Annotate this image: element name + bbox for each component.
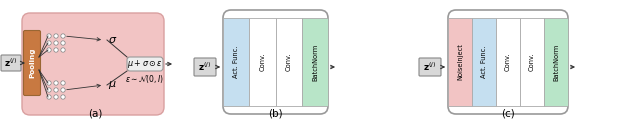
Circle shape [47,34,51,38]
Circle shape [54,88,58,92]
Text: BatchNorm: BatchNorm [553,43,559,81]
Circle shape [61,81,65,85]
Bar [544,18,568,106]
Circle shape [61,34,65,38]
FancyBboxPatch shape [24,30,40,96]
Text: Conv.: Conv. [285,53,292,71]
Bar [448,18,472,106]
FancyBboxPatch shape [419,58,441,76]
Text: Conv.: Conv. [259,53,266,71]
Text: NoiseInject: NoiseInject [457,44,463,80]
Text: (b): (b) [268,108,283,118]
Bar [496,18,520,106]
Circle shape [61,41,65,45]
Circle shape [61,48,65,52]
Text: Act. Func.: Act. Func. [233,46,239,78]
Circle shape [54,48,58,52]
Bar [275,18,301,106]
Text: BatchNorm: BatchNorm [312,43,318,81]
Circle shape [54,41,58,45]
Circle shape [54,81,58,85]
FancyBboxPatch shape [1,55,21,71]
Bar [520,18,544,106]
Bar [223,18,249,106]
Text: $\mathbf{z}^{(j)}$: $\mathbf{z}^{(j)}$ [198,61,212,73]
Circle shape [47,88,51,92]
Text: (c): (c) [501,108,515,118]
FancyBboxPatch shape [22,13,164,115]
Circle shape [61,95,65,99]
Circle shape [47,41,51,45]
Circle shape [47,48,51,52]
Text: $\mu + \sigma \odot \epsilon$: $\mu + \sigma \odot \epsilon$ [127,58,163,70]
Circle shape [54,34,58,38]
Bar [301,18,328,106]
Text: $\epsilon \sim \mathcal{N}(0, I)$: $\epsilon \sim \mathcal{N}(0, I)$ [125,73,164,85]
Circle shape [61,88,65,92]
FancyBboxPatch shape [194,58,216,76]
Text: $\mu$: $\mu$ [108,79,116,91]
Bar [472,18,496,106]
FancyBboxPatch shape [223,10,328,114]
Text: $\sigma$: $\sigma$ [108,35,117,45]
Text: Pooling: Pooling [29,48,35,78]
Text: Conv.: Conv. [529,53,535,71]
Text: Act. Func.: Act. Func. [481,46,487,78]
Text: $\mathbf{z}^{(j)}$: $\mathbf{z}^{(j)}$ [423,61,436,73]
FancyBboxPatch shape [127,57,163,71]
Circle shape [54,95,58,99]
Text: (a): (a) [88,108,102,118]
Circle shape [47,81,51,85]
Text: $\mathbf{z}^{(j)}$: $\mathbf{z}^{(j)}$ [4,57,18,69]
FancyBboxPatch shape [448,10,568,114]
Circle shape [47,95,51,99]
Text: Conv.: Conv. [505,53,511,71]
Bar [249,18,275,106]
